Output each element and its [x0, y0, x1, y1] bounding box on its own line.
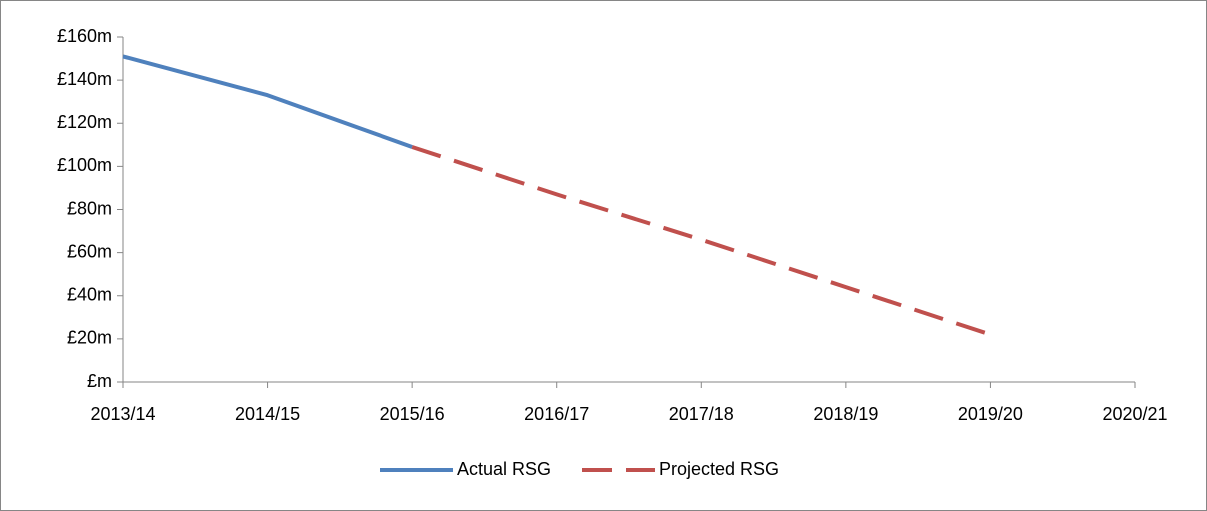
x-tick-label: 2015/16 — [380, 404, 445, 424]
series-line — [122, 54, 413, 149]
y-tick-label: £100m — [57, 155, 112, 175]
x-tick-label: 2014/15 — [235, 404, 300, 424]
x-tick-label: 2018/19 — [813, 404, 878, 424]
x-tick-label: 2020/21 — [1102, 404, 1167, 424]
y-tick-label: £40m — [67, 285, 112, 305]
y-tick-label: £160m — [57, 26, 112, 46]
y-tick-label: £140m — [57, 69, 112, 89]
y-tick-label: £80m — [67, 198, 112, 218]
x-tick-label: 2013/14 — [90, 404, 155, 424]
y-tick-label: £20m — [67, 328, 112, 348]
y-tick-label: £m — [87, 371, 112, 391]
legend-label: Projected RSG — [659, 459, 779, 479]
y-tick-label: £120m — [57, 112, 112, 132]
y-tick-label: £60m — [67, 241, 112, 261]
series-line — [411, 145, 992, 337]
x-tick-label: 2019/20 — [958, 404, 1023, 424]
x-tick-label: 2016/17 — [524, 404, 589, 424]
legend-label: Actual RSG — [457, 459, 551, 479]
x-tick-label: 2017/18 — [669, 404, 734, 424]
